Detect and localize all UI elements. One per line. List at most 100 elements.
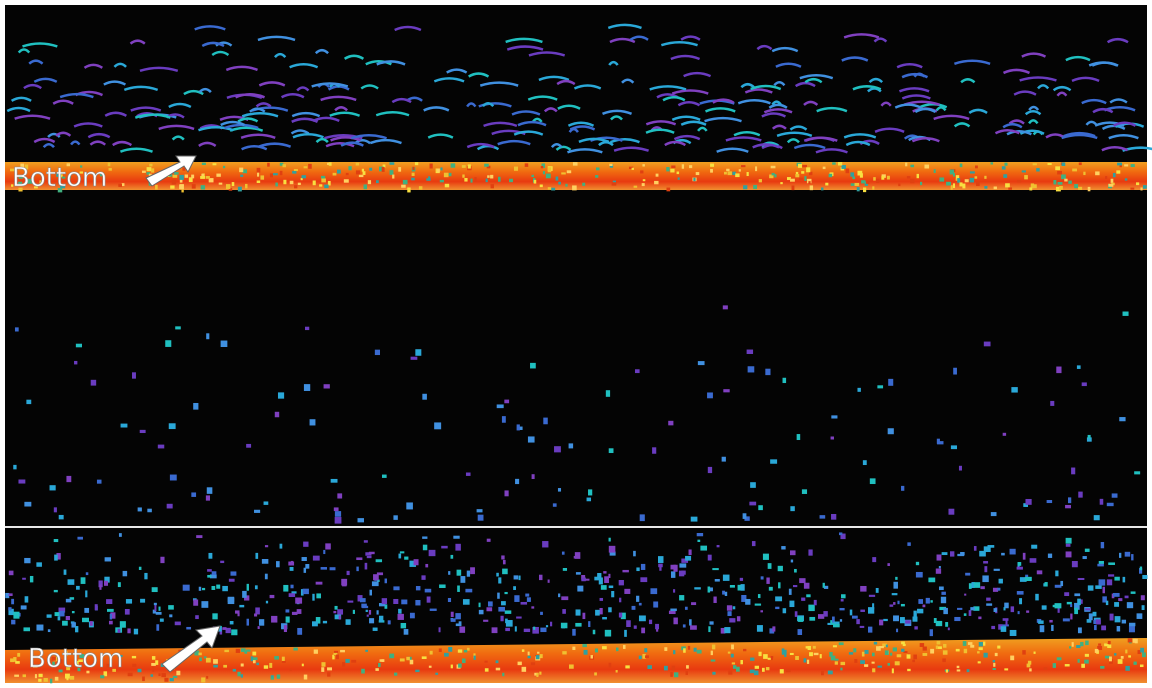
speck	[202, 163, 206, 165]
speck	[804, 176, 806, 181]
echo	[1125, 596, 1129, 599]
speck	[694, 648, 697, 652]
speck	[642, 164, 644, 166]
speck	[666, 188, 670, 192]
speck	[594, 672, 597, 675]
speck	[257, 180, 260, 183]
echo	[1001, 553, 1005, 556]
echo	[1017, 591, 1024, 595]
echo	[937, 555, 942, 561]
speck	[381, 659, 384, 662]
echo	[1068, 497, 1071, 503]
echo	[398, 609, 401, 614]
speck	[616, 670, 618, 673]
echo	[727, 605, 732, 610]
speck	[1079, 162, 1082, 165]
echo	[877, 385, 883, 388]
echo	[48, 629, 51, 632]
echo	[158, 445, 164, 449]
speck	[567, 170, 571, 173]
echo	[723, 389, 729, 392]
echo	[54, 555, 58, 561]
echo	[505, 628, 510, 631]
echo	[118, 582, 121, 587]
speck	[801, 171, 804, 174]
speck	[200, 176, 205, 179]
echo	[54, 507, 57, 512]
echo	[679, 595, 684, 600]
speck	[1010, 656, 1014, 661]
speck	[226, 184, 230, 189]
speck	[724, 172, 727, 175]
speck	[216, 174, 220, 177]
echo	[999, 579, 1003, 584]
echo	[479, 610, 484, 614]
speck	[536, 673, 538, 677]
echo	[635, 369, 640, 373]
echo	[1088, 435, 1091, 439]
speck	[975, 176, 978, 178]
echo	[689, 619, 692, 625]
echo	[957, 608, 962, 610]
speck	[677, 172, 679, 175]
echo	[382, 475, 387, 478]
speck	[151, 663, 156, 666]
speck	[1069, 646, 1071, 648]
speck	[747, 172, 749, 176]
echo	[789, 589, 792, 595]
speck	[415, 162, 418, 165]
speck	[290, 669, 292, 671]
echo	[969, 610, 972, 616]
speck	[375, 668, 378, 671]
echo	[398, 614, 404, 620]
speck	[1130, 188, 1134, 190]
speck	[539, 672, 541, 675]
speck	[430, 164, 433, 169]
speck	[282, 657, 285, 662]
echo	[302, 557, 307, 561]
speck	[484, 661, 487, 663]
echo	[997, 588, 1000, 591]
speck	[1125, 178, 1127, 180]
echo	[393, 515, 397, 520]
speck	[1128, 638, 1132, 642]
echo	[671, 571, 675, 578]
speck	[726, 169, 729, 171]
echo	[366, 610, 368, 612]
echo	[1108, 574, 1114, 576]
echo	[118, 629, 121, 633]
echo	[727, 611, 731, 616]
speck	[1017, 180, 1021, 182]
speck	[572, 647, 575, 650]
echo	[694, 587, 701, 589]
echo	[323, 621, 327, 624]
speck	[609, 164, 612, 166]
echo	[760, 610, 763, 612]
echo	[783, 378, 787, 383]
speck	[293, 648, 297, 651]
echo	[1048, 554, 1052, 558]
echo	[1093, 620, 1096, 624]
echo	[11, 620, 15, 625]
echo	[987, 545, 994, 548]
echo	[270, 595, 275, 598]
echo	[196, 535, 202, 538]
echo	[76, 586, 80, 590]
speck	[1083, 172, 1085, 175]
speck	[1053, 663, 1056, 668]
echo	[207, 575, 211, 578]
speck	[304, 675, 307, 680]
speck	[100, 675, 104, 678]
echo	[622, 570, 628, 572]
echo	[1100, 499, 1104, 505]
echo	[781, 546, 785, 549]
echo	[619, 580, 624, 585]
echo	[1078, 627, 1082, 633]
echo	[673, 618, 677, 625]
echo	[156, 624, 159, 631]
echo	[207, 487, 213, 494]
speck	[464, 650, 467, 653]
speck	[930, 649, 934, 654]
echo	[404, 629, 409, 635]
echo	[26, 400, 31, 404]
